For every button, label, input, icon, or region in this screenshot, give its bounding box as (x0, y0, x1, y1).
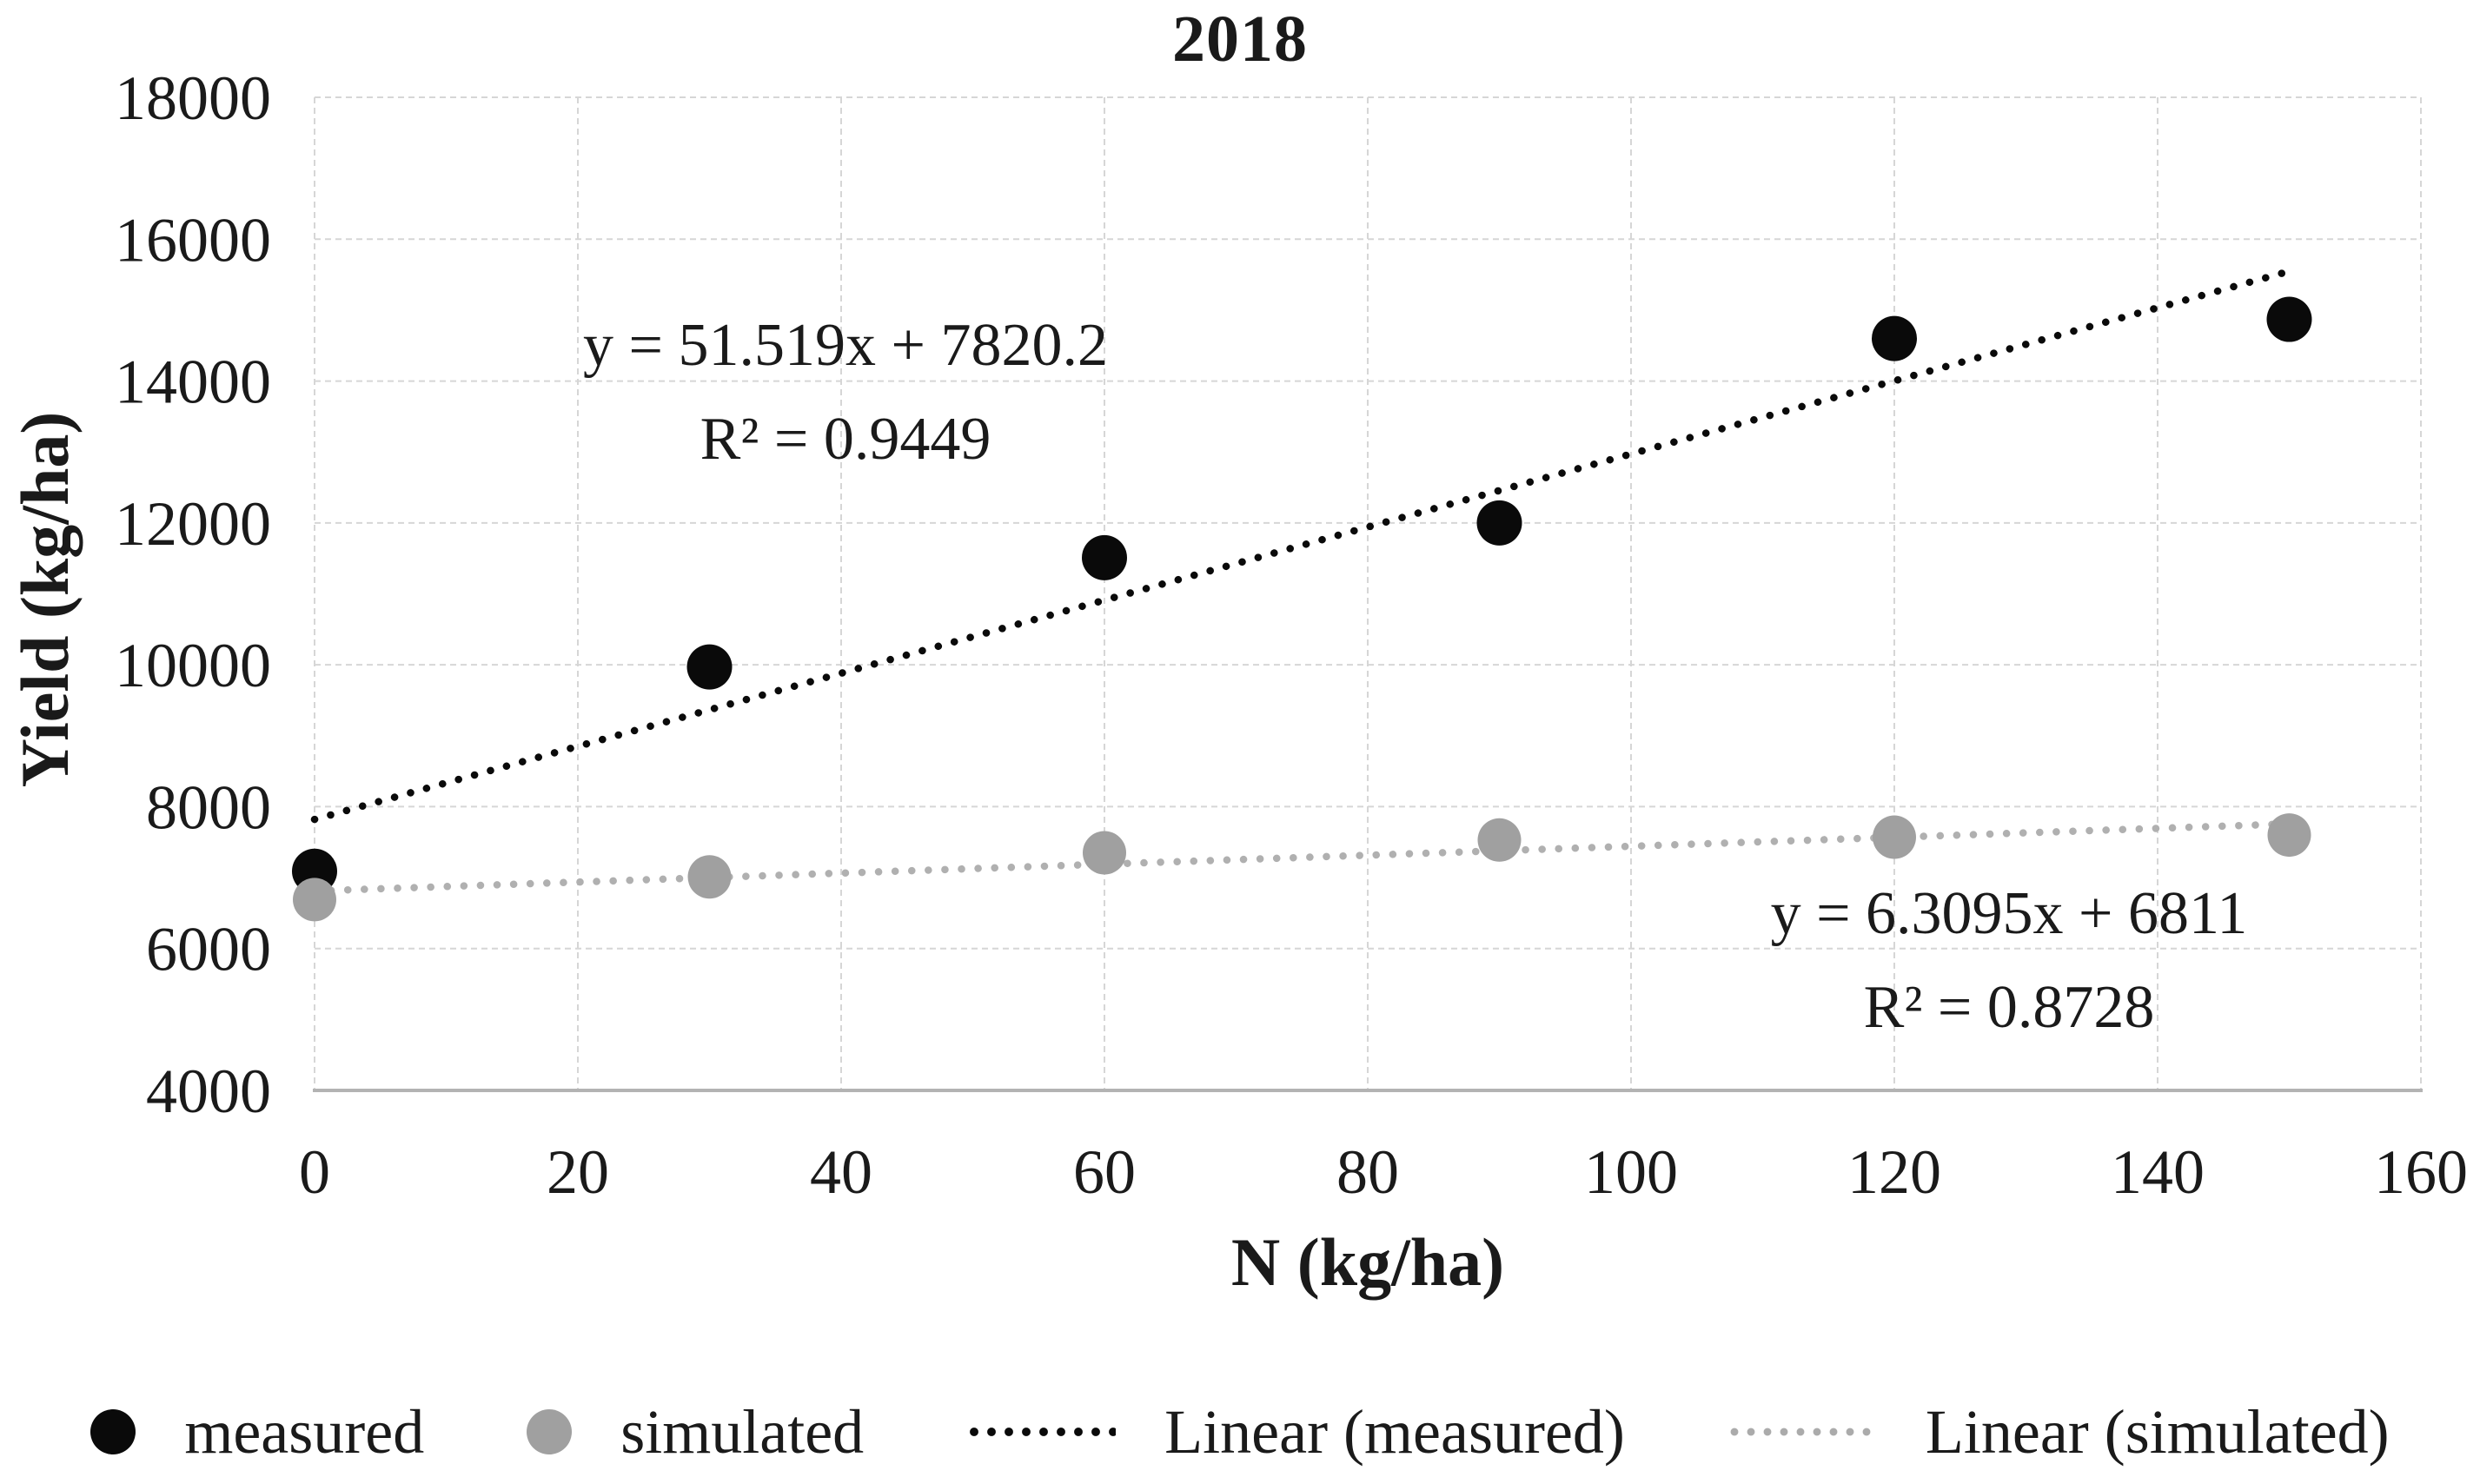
data-point-measured (1082, 534, 1127, 580)
legend-item-linear-measured: Linear (measured) (966, 1396, 1625, 1468)
data-point-simulated (293, 878, 336, 922)
x-tick-label: 20 (547, 1137, 609, 1207)
y-tick-label: 6000 (146, 915, 271, 984)
r2-text: R² = 0.8728 (1864, 974, 2155, 1041)
y-tick-label: 8000 (146, 772, 271, 842)
x-tick-label: 0 (299, 1137, 330, 1207)
data-point-simulated (687, 855, 732, 899)
x-tick-label: 140 (2111, 1137, 2205, 1207)
data-point-simulated (2267, 813, 2311, 858)
x-tick-label: 120 (1847, 1137, 1941, 1207)
x-tick-label: 100 (1584, 1137, 1678, 1207)
series-measured (292, 296, 2312, 894)
y-tick-label: 16000 (115, 205, 271, 275)
data-point-measured (1476, 500, 1522, 546)
legend-item-linear-simulated: Linear (simulated) (1727, 1396, 2390, 1468)
legend: measured simulated Linear (measured) Lin… (0, 1380, 2480, 1484)
x-tick-label: 60 (1073, 1137, 1136, 1207)
equation-simulated: y = 6.3095x + 6811 R² = 0.8728 (1771, 880, 2248, 1041)
legend-label-measured: measured (184, 1396, 425, 1467)
legend-item-measured: measured (90, 1396, 424, 1468)
data-point-measured (686, 644, 733, 690)
equation-text: y = 6.3095x + 6811 (1771, 880, 2248, 947)
data-point-simulated (1477, 818, 1522, 862)
x-tick-label: 40 (810, 1137, 872, 1207)
r2-text: R² = 0.9449 (700, 406, 991, 473)
y-tick-label: 10000 (115, 631, 271, 700)
dotted-line-black-icon (966, 1425, 1117, 1439)
y-tick-label: 4000 (146, 1057, 271, 1126)
legend-item-simulated: simulated (527, 1396, 864, 1468)
measured-dot-icon (90, 1409, 136, 1454)
y-axis-title: Yield (kg/ha) (7, 411, 83, 788)
y-tick-label: 18000 (115, 63, 271, 133)
legend-label-simulated: simulated (620, 1396, 865, 1467)
tick-labels: 4000 6000 8000 10000 12000 14000 16000 18000 0 20… (115, 63, 2468, 1207)
series-simulated (293, 813, 2311, 922)
y-tick-label: 14000 (115, 348, 271, 417)
legend-label-linear-simulated: Linear (simulated) (1925, 1396, 2390, 1467)
chart-title: 2018 (1172, 3, 1308, 76)
equation-measured: y = 51.519x + 7820.2 R² = 0.9449 (583, 312, 1108, 473)
x-tick-label: 160 (2374, 1137, 2468, 1207)
dotted-line-gray-icon (1727, 1425, 1877, 1439)
legend-label-linear-measured: Linear (measured) (1164, 1396, 1625, 1467)
data-point-measured (1872, 315, 1917, 361)
data-point-measured (2266, 296, 2312, 342)
x-tick-label: 80 (1336, 1137, 1399, 1207)
data-point-simulated (1873, 815, 1916, 859)
data-point-simulated (1083, 831, 1126, 875)
gridlines (314, 96, 2422, 1090)
equation-text: y = 51.519x + 7820.2 (583, 312, 1108, 379)
y-tick-label: 12000 (115, 489, 271, 559)
simulated-dot-icon (527, 1409, 573, 1454)
trendline-measured (310, 265, 2300, 824)
x-axis-title: N (kg/ha) (1230, 1224, 1505, 1300)
trendline-simulated (310, 819, 2300, 895)
